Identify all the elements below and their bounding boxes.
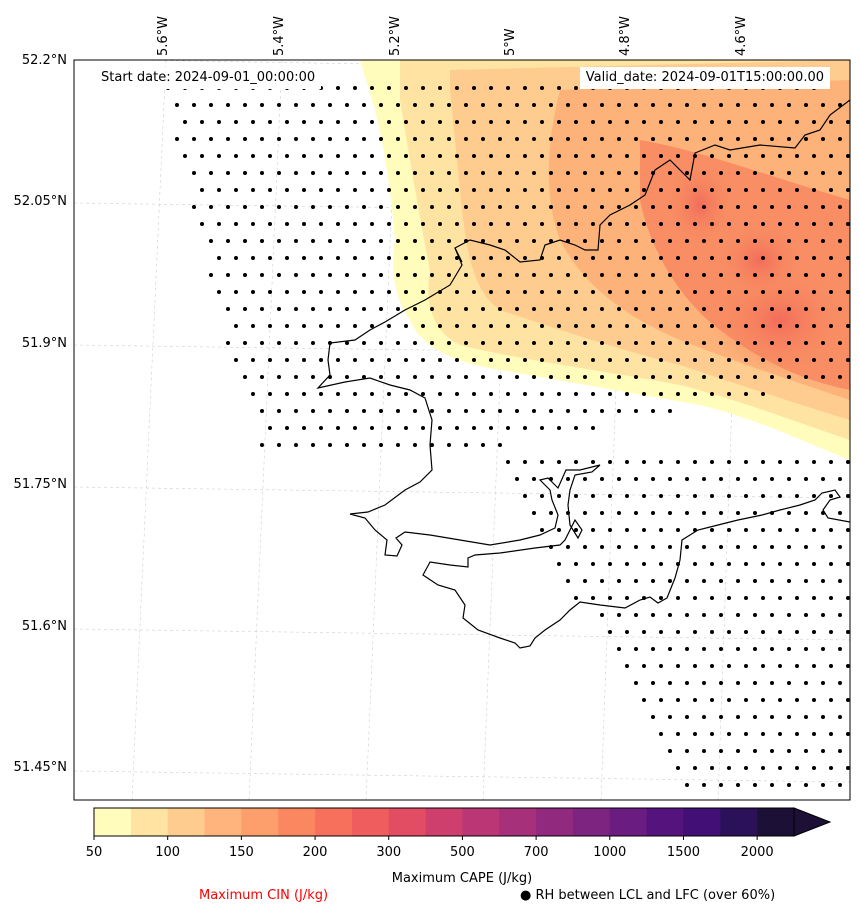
rh-dot-field [166, 86, 850, 787]
coastline [316, 99, 850, 649]
lat-label-51-6: 51.6°N [21, 619, 67, 634]
colorbar-frame [93, 807, 795, 837]
colorbar [93, 807, 832, 840]
colorbar-cell [241, 808, 279, 836]
colorbar-cell [425, 808, 463, 836]
lon-label-5-2w: 5.2°W [388, 15, 403, 56]
colorbar-title: Maximum CAPE (J/kg) [391, 871, 533, 886]
colorbar-tick-label: 1500 [666, 845, 701, 860]
colorbar-tick-label: 50 [85, 845, 103, 860]
colorbar-tick-label: 300 [376, 845, 402, 860]
colorbar-cell [351, 808, 390, 836]
colorbar-extend-arrow [793, 807, 832, 837]
colorbar-cell [499, 808, 537, 836]
cape-max-1 [665, 160, 735, 250]
colorbar-ticks [93, 836, 758, 840]
colorbar-cell [646, 808, 684, 836]
lon-label-5-6w: 5.6°W [156, 15, 171, 56]
cin-legend-label: Maximum CIN (J/kg) [199, 888, 329, 903]
colorbar-cell [536, 808, 574, 836]
colorbar-cell [388, 808, 427, 836]
lat-label-52-2: 52.2°N [21, 53, 67, 68]
start-date-label: Start date: 2024-09-01_00:00:00 [95, 67, 322, 89]
colorbar-cell [720, 808, 758, 836]
colorbar-cell [130, 808, 169, 836]
colorbar-cell [94, 808, 132, 836]
lon-label-4-8w: 4.8°W [618, 15, 633, 56]
colorbar-cell [278, 808, 316, 836]
lat-label-51-9: 51.9°N [21, 336, 67, 351]
lat-label-52-05: 52.05°N [13, 194, 67, 209]
colorbar-tick-label: 100 [155, 845, 181, 860]
lon-label-4-6w: 4.6°W [734, 15, 749, 56]
colorbar-tick-label: 2000 [740, 845, 774, 860]
colorbar-tick-label: 700 [523, 845, 549, 860]
map-area [74, 60, 850, 800]
colorbar-cell [462, 808, 500, 836]
rh-legend-label: ● RH between LCL and LFC (over 60%) [520, 888, 776, 903]
colorbar-cells [94, 808, 795, 836]
colorbar-cell [683, 808, 721, 836]
map-frame [73, 59, 851, 801]
colorbar-tick-label: 150 [228, 845, 254, 860]
colorbar-tick-label: 500 [449, 845, 475, 860]
cape-field [360, 60, 850, 460]
colorbar-cell [167, 808, 206, 836]
colorbar-cell [204, 808, 242, 836]
colorbar-cell [757, 808, 795, 836]
lat-label-51-45: 51.45°N [13, 760, 67, 775]
cape-max-3 [715, 220, 805, 300]
colorbar-cell [315, 808, 353, 836]
colorbar-cell [609, 808, 648, 836]
valid-date-label: Valid_date: 2024-09-01T15:00:00.00 [579, 67, 830, 89]
colorbar-cell [572, 808, 611, 836]
lat-label-51-75: 51.75°N [13, 477, 67, 492]
lon-label-5-4w: 5.4°W [272, 15, 287, 56]
lon-label-5w: 5°W [503, 28, 518, 56]
colorbar-tick-label: 200 [302, 845, 328, 860]
colorbar-tick-label: 1000 [593, 845, 627, 860]
